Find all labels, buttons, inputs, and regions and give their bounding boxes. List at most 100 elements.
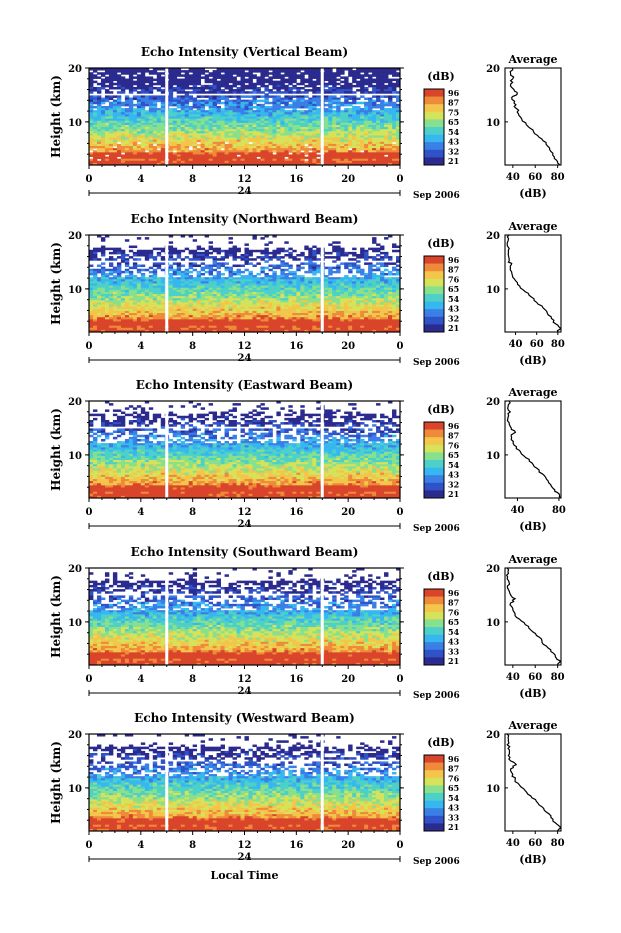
y-tick-label: 20 <box>68 564 82 575</box>
colorbar-tick-label: 96 <box>448 255 460 265</box>
colorbar-tick-label: 96 <box>448 88 460 98</box>
colorbar-tick-label: 21 <box>448 822 459 832</box>
colorbar-segment <box>424 114 444 116</box>
colorbar-segment <box>424 462 444 464</box>
colorbar-segment <box>424 271 444 273</box>
x-tick-label: 8 <box>189 840 196 851</box>
colorbar-tick-label: 76 <box>448 607 460 617</box>
x-tick-label: 20 <box>341 674 355 685</box>
colorbar-segment <box>424 131 444 133</box>
average-y-tick-label: 20 <box>486 730 500 741</box>
colorbar-segment <box>424 470 444 472</box>
colorbar-segment <box>424 646 444 648</box>
colorbar-segment <box>424 606 444 608</box>
average-profile-line <box>507 734 560 831</box>
colorbar-segment <box>424 635 444 637</box>
average-x-tick-label: 60 <box>530 339 544 350</box>
colorbar-segment <box>424 154 444 156</box>
colorbar-segment <box>424 323 444 325</box>
colorbar-segment <box>424 627 444 629</box>
colorbar-segment <box>424 311 444 313</box>
colorbar-segment <box>424 281 444 283</box>
colorbar-segment <box>424 146 444 148</box>
data-gap-2 <box>321 401 324 498</box>
average-x-label: (dB) <box>519 853 546 866</box>
colorbar-tick-label: 87 <box>448 431 459 441</box>
average-x-tick-label: 80 <box>551 672 565 683</box>
colorbar-segment <box>424 770 444 772</box>
date-label: 24 <box>238 186 252 197</box>
x-axis-label: Local Time <box>211 869 279 882</box>
colorbar-segment <box>424 319 444 321</box>
average-x-label: (dB) <box>519 187 546 200</box>
x-tick-label: 4 <box>137 341 144 352</box>
x-tick-label: 0 <box>397 674 404 685</box>
colorbar-segment <box>424 142 444 144</box>
colorbar-segment <box>424 822 444 824</box>
x-tick-label: 12 <box>238 341 252 352</box>
average-profile-line <box>507 568 560 665</box>
average-x-tick-label: 40 <box>506 838 520 849</box>
month-label: Sep 2006 <box>413 691 460 701</box>
colorbar-segment <box>424 814 444 816</box>
month-label: Sep 2006 <box>413 358 460 368</box>
colorbar-segment <box>424 161 444 163</box>
x-tick-label: 20 <box>341 341 355 352</box>
colorbar-segment <box>424 283 444 285</box>
colorbar-segment <box>424 97 444 99</box>
colorbar-tick-label: 54 <box>448 793 460 803</box>
colorbar-segment <box>424 785 444 787</box>
data-gap-1 <box>165 568 168 665</box>
colorbar-segment <box>424 456 444 458</box>
colorbar-unit: (dB) <box>427 70 454 83</box>
average-frame <box>505 68 561 165</box>
colorbar-segment <box>424 159 444 161</box>
date-label: 24 <box>238 353 252 364</box>
colorbar-segment <box>424 127 444 129</box>
colorbar-segment <box>424 302 444 304</box>
colorbar-tick-label: 32 <box>448 146 459 156</box>
y-tick-label: 10 <box>68 618 82 629</box>
colorbar-tick-label: 43 <box>448 637 460 647</box>
average-x-tick-label: 80 <box>551 838 565 849</box>
colorbar-segment <box>424 640 444 642</box>
panel-5: Echo Intensity (Westward Beam)Height (km… <box>49 711 565 882</box>
colorbar-segment <box>424 119 444 121</box>
colorbar-segment <box>424 452 444 454</box>
colorbar-tick-label: 54 <box>448 127 460 137</box>
colorbar-segment <box>424 644 444 646</box>
colorbar-segment <box>424 266 444 268</box>
panel-title: Echo Intensity (Southward Beam) <box>131 545 359 559</box>
colorbar-tick-label: 43 <box>448 304 460 314</box>
x-tick-label: 0 <box>86 174 93 185</box>
average-x-tick-label: 80 <box>551 172 565 183</box>
colorbar-segment <box>424 458 444 460</box>
x-tick-label: 0 <box>86 840 93 851</box>
heatmap-cells <box>89 401 400 498</box>
average-x-label: (dB) <box>519 354 546 367</box>
colorbar-segment <box>424 121 444 123</box>
colorbar-segment <box>424 100 444 102</box>
colorbar-segment <box>424 595 444 597</box>
colorbar-segment <box>424 286 444 288</box>
colorbar-segment <box>424 137 444 139</box>
colorbar-segment <box>424 784 444 786</box>
colorbar-tick-label: 43 <box>448 803 460 813</box>
colorbar-segment <box>424 152 444 154</box>
date-label: 24 <box>238 852 252 863</box>
average-title: Average <box>507 553 557 566</box>
average-title: Average <box>507 53 557 66</box>
colorbar-tick-label: 65 <box>448 617 459 627</box>
colorbar-tick-label: 43 <box>448 470 460 480</box>
colorbar-segment <box>424 810 444 812</box>
y-tick-label: 10 <box>68 285 82 296</box>
average-y-tick-label: 10 <box>486 618 500 629</box>
colorbar-segment <box>424 304 444 306</box>
colorbar-segment <box>424 156 444 158</box>
colorbar-segment <box>424 138 444 140</box>
colorbar-segment <box>424 761 444 763</box>
colorbar-segment <box>424 290 444 292</box>
x-tick-label: 20 <box>341 840 355 851</box>
average-title: Average <box>507 719 557 732</box>
